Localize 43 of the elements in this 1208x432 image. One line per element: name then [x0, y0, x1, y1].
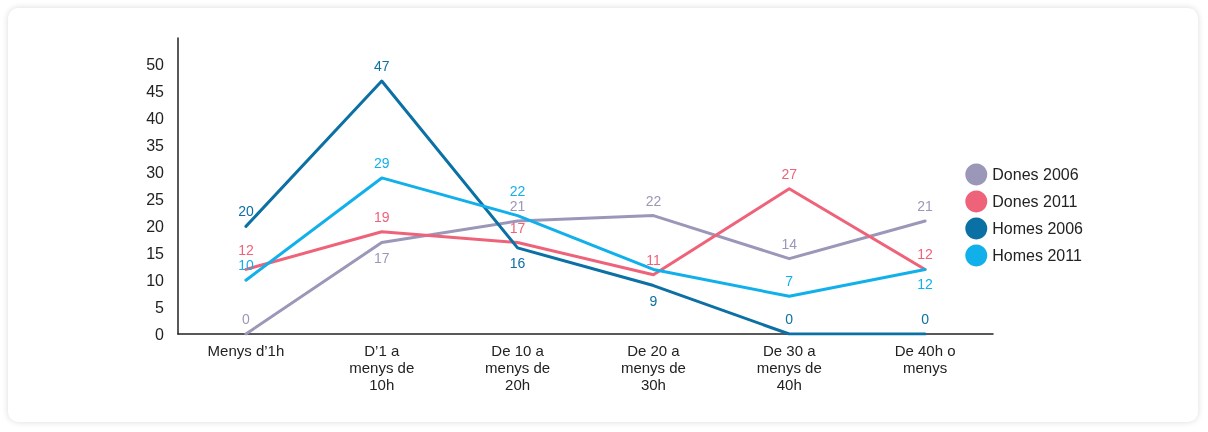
y-tick-label: 5 [155, 298, 165, 316]
data-label: 0 [921, 311, 930, 327]
data-label: 9 [649, 292, 658, 309]
y-tick-label: 35 [146, 137, 165, 155]
data-label: 21 [509, 197, 526, 214]
x-tick-label: De 30 a menys de 40h [756, 342, 822, 393]
data-label: 27 [781, 165, 798, 182]
data-label: 11 [646, 251, 661, 268]
legend-label: Dones 2006 [992, 166, 1079, 183]
y-tick-label: 15 [146, 244, 165, 262]
data-label: 12 [917, 246, 934, 263]
y-tick-label: 0 [155, 325, 165, 343]
data-label: 0 [242, 311, 251, 327]
data-label: 47 [373, 58, 390, 75]
data-label: 14 [781, 235, 798, 252]
y-tick-label: 25 [146, 190, 165, 208]
data-label: 16 [509, 254, 526, 271]
y-tick-label: 45 [146, 83, 165, 101]
data-label: 29 [373, 154, 390, 171]
data-label: 22 [645, 192, 662, 209]
data-label: 17 [373, 249, 390, 266]
data-label: 12 [238, 242, 254, 259]
x-tick-label: De 10 a menys de 20h [485, 342, 551, 393]
data-label: 21 [917, 197, 934, 214]
data-label: 19 [373, 208, 390, 225]
data-label: 22 [509, 182, 526, 199]
data-label: 17 [509, 219, 526, 236]
legend-label: Homes 2006 [992, 220, 1084, 237]
data-label: 0 [785, 311, 794, 327]
data-label: 12 [917, 276, 934, 293]
data-label: 20 [238, 203, 254, 220]
x-tick-label: D’1 a menys de 10h [349, 342, 415, 393]
x-tick-label: De 20 a menys de 30h [620, 342, 686, 393]
legend-label: Homes 2011 [992, 247, 1082, 264]
y-tick-label: 20 [146, 217, 165, 235]
x-tick-label: De 40h o menys [894, 342, 956, 376]
y-tick-label: 50 [146, 56, 165, 74]
y-tick-label: 30 [146, 164, 165, 182]
x-tick-label: Menys d’1h [207, 342, 285, 359]
data-label: 7 [785, 273, 794, 290]
legend-label: Dones 2011 [992, 193, 1078, 210]
y-tick-label: 40 [146, 110, 165, 128]
y-tick-label: 10 [146, 271, 165, 289]
